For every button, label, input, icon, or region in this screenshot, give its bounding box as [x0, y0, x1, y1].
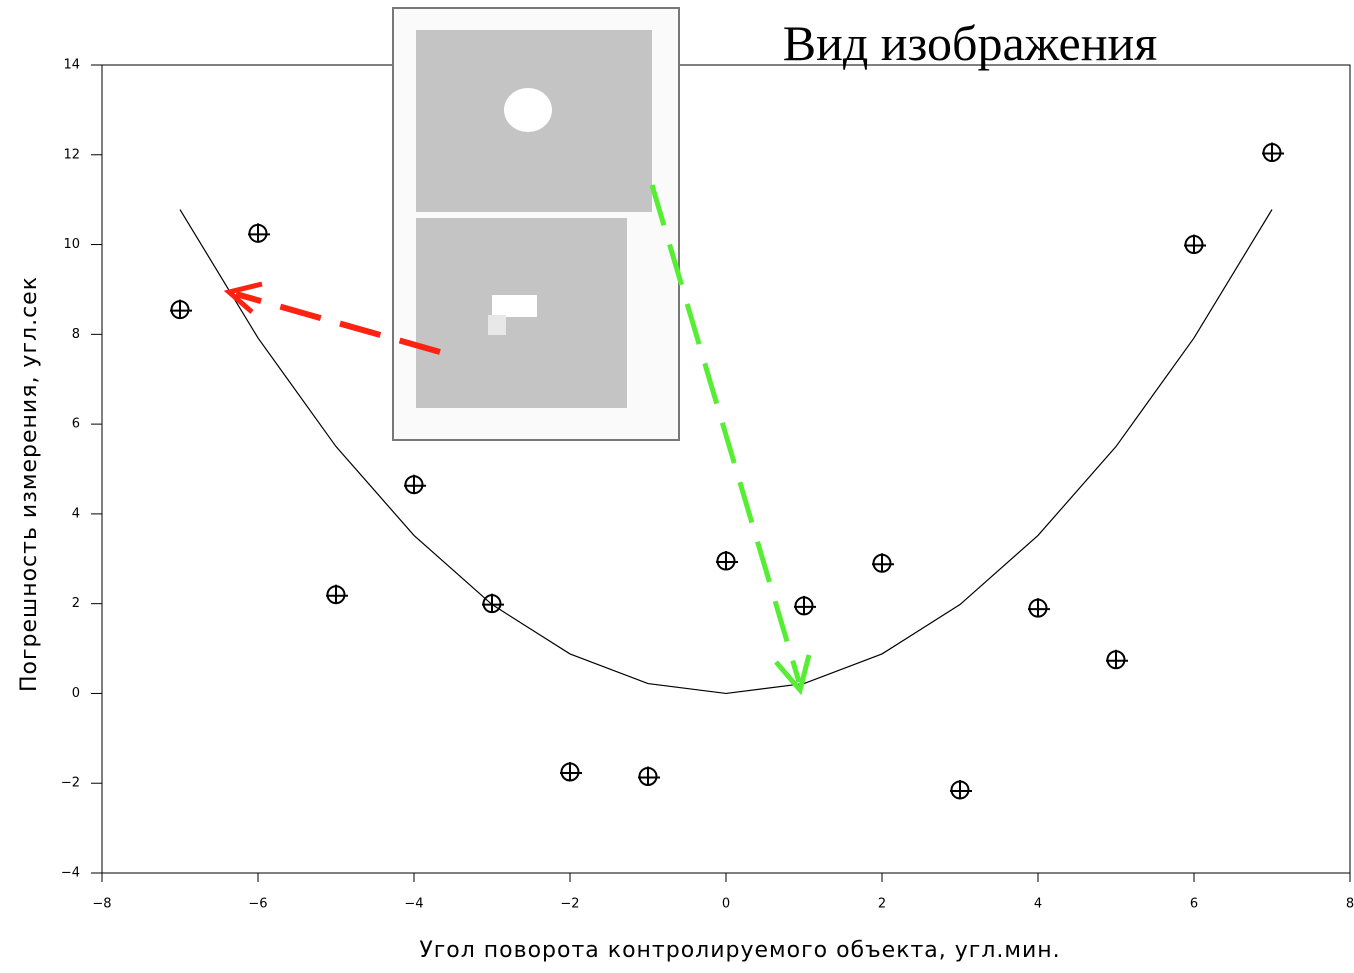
- marker: [404, 475, 426, 494]
- x-tick-label: 0: [722, 897, 730, 912]
- y-tick-label: −4: [61, 866, 80, 881]
- plot-area: −8 −6 −4 −2 0 2 4 6 8 −4 −2 0 2 4 6 8 10 12 14: [61, 58, 1354, 912]
- blob: [488, 315, 506, 335]
- x-axis-label: Угол поворота контролируемого объекта, у…: [419, 938, 1060, 963]
- marker: [872, 553, 894, 572]
- y-tick-label: 4: [72, 506, 80, 521]
- x-tick-label: −2: [560, 897, 579, 912]
- marker: [560, 762, 582, 781]
- y-tick-label: 14: [63, 58, 80, 73]
- x-tick-label: 4: [1034, 897, 1042, 912]
- y-axis-label: Погрешность измерения, угл.сек: [17, 276, 42, 692]
- blob: [504, 88, 552, 132]
- y-tick-label: 6: [72, 417, 80, 432]
- marker: [950, 780, 972, 799]
- marker: [1184, 235, 1206, 254]
- marker: [248, 223, 270, 242]
- arrow-head: [776, 655, 809, 690]
- marker: [1028, 598, 1050, 617]
- x-tick-label: −4: [404, 897, 423, 912]
- x-tick-label: −8: [92, 897, 111, 912]
- y-tick-label: 10: [63, 237, 80, 252]
- x-tick-label: 6: [1190, 897, 1198, 912]
- x-tick-label: −6: [248, 897, 267, 912]
- marker: [170, 300, 192, 319]
- chart: −8 −6 −4 −2 0 2 4 6 8 −4 −2 0 2 4 6 8 10 12 14 Угол поворо…: [0, 0, 1354, 973]
- inset-image: [393, 8, 679, 440]
- blob: [492, 295, 537, 317]
- marker: [638, 766, 660, 785]
- plot-frame: [102, 65, 1350, 873]
- marker: [794, 596, 816, 615]
- y-tick-label: 12: [63, 147, 80, 162]
- y-tick-label: 2: [72, 596, 80, 611]
- x-tick-label: 8: [1346, 897, 1354, 912]
- chart-title: Вид изображения: [783, 15, 1158, 71]
- x-tick-label: 2: [878, 897, 886, 912]
- marker: [716, 551, 738, 570]
- y-tick-label: 8: [72, 327, 80, 342]
- y-tick-label: −2: [61, 776, 80, 791]
- y-tick-label: 0: [72, 686, 80, 701]
- marker: [1262, 143, 1284, 162]
- marker: [1106, 650, 1128, 669]
- marker: [326, 585, 348, 604]
- fit-curve: [180, 210, 1272, 694]
